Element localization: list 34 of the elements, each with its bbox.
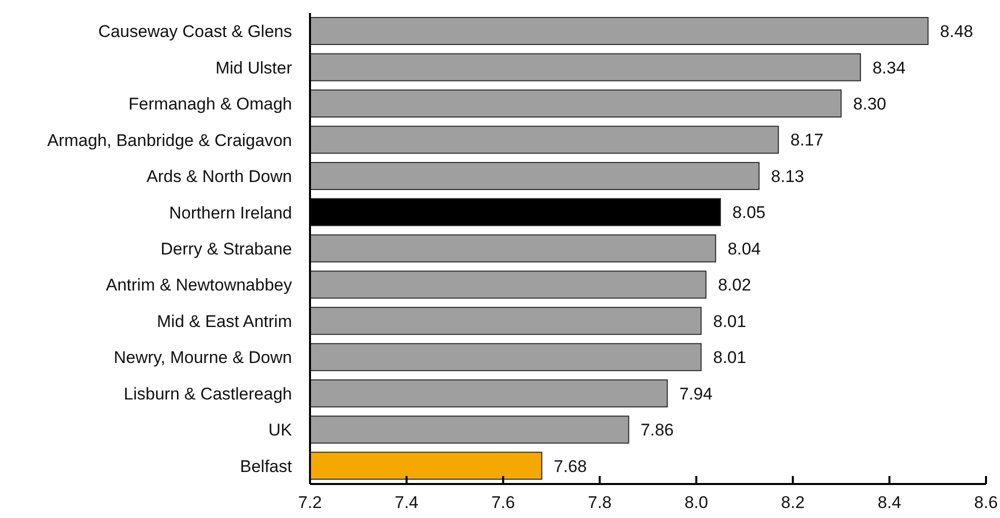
x-tick-label: 8.4 [878,493,902,512]
data-label: 8.48 [940,22,974,42]
x-tick-label: 7.8 [588,493,612,512]
x-tick-label: 7.2 [298,493,322,512]
y-tick-label: Derry & Strabane [160,240,292,258]
y-tick-label: Armagh, Banbridge & Craigavon [47,130,292,150]
x-tick-label: 7.6 [491,493,515,512]
data-label: 8.17 [790,130,824,150]
y-tick-label: Belfast [240,456,292,476]
y-tick-label: Lisburn & Castlereagh [124,384,292,404]
data-label: 8.30 [853,94,886,114]
x-tick-label: 8.2 [781,493,805,512]
x-tick-label: 8.0 [684,493,708,512]
y-tick-label: Fermanagh & Omagh [128,94,292,114]
data-label: 7.68 [554,456,587,476]
y-tick-label: Northern Ireland [169,203,292,222]
y-tick-label: Mid Ulster [215,58,292,78]
data-label: 8.01 [713,312,746,331]
y-tick-label: Causeway Coast & Glens [98,22,292,42]
y-tick-label: UK [268,420,293,440]
y-tick-label: Ards & North Down [146,167,292,186]
data-label: 7.86 [640,420,674,440]
data-label: 8.34 [872,58,906,78]
data-label: 8.05 [732,203,766,222]
data-label: 8.13 [771,166,804,186]
y-tick-label: Newry, Mourne & Down [114,348,292,368]
data-label: 8.01 [713,348,746,368]
y-tick-label: Antrim & Newtownabbey [106,276,292,295]
x-tick-label: 7.4 [394,493,418,512]
x-tick-label: 8.6 [974,493,998,512]
data-label: 8.04 [728,239,761,258]
y-tick-label: Mid & East Antrim [156,312,292,331]
data-label: 7.94 [679,384,712,404]
data-label: 8.02 [718,276,752,295]
